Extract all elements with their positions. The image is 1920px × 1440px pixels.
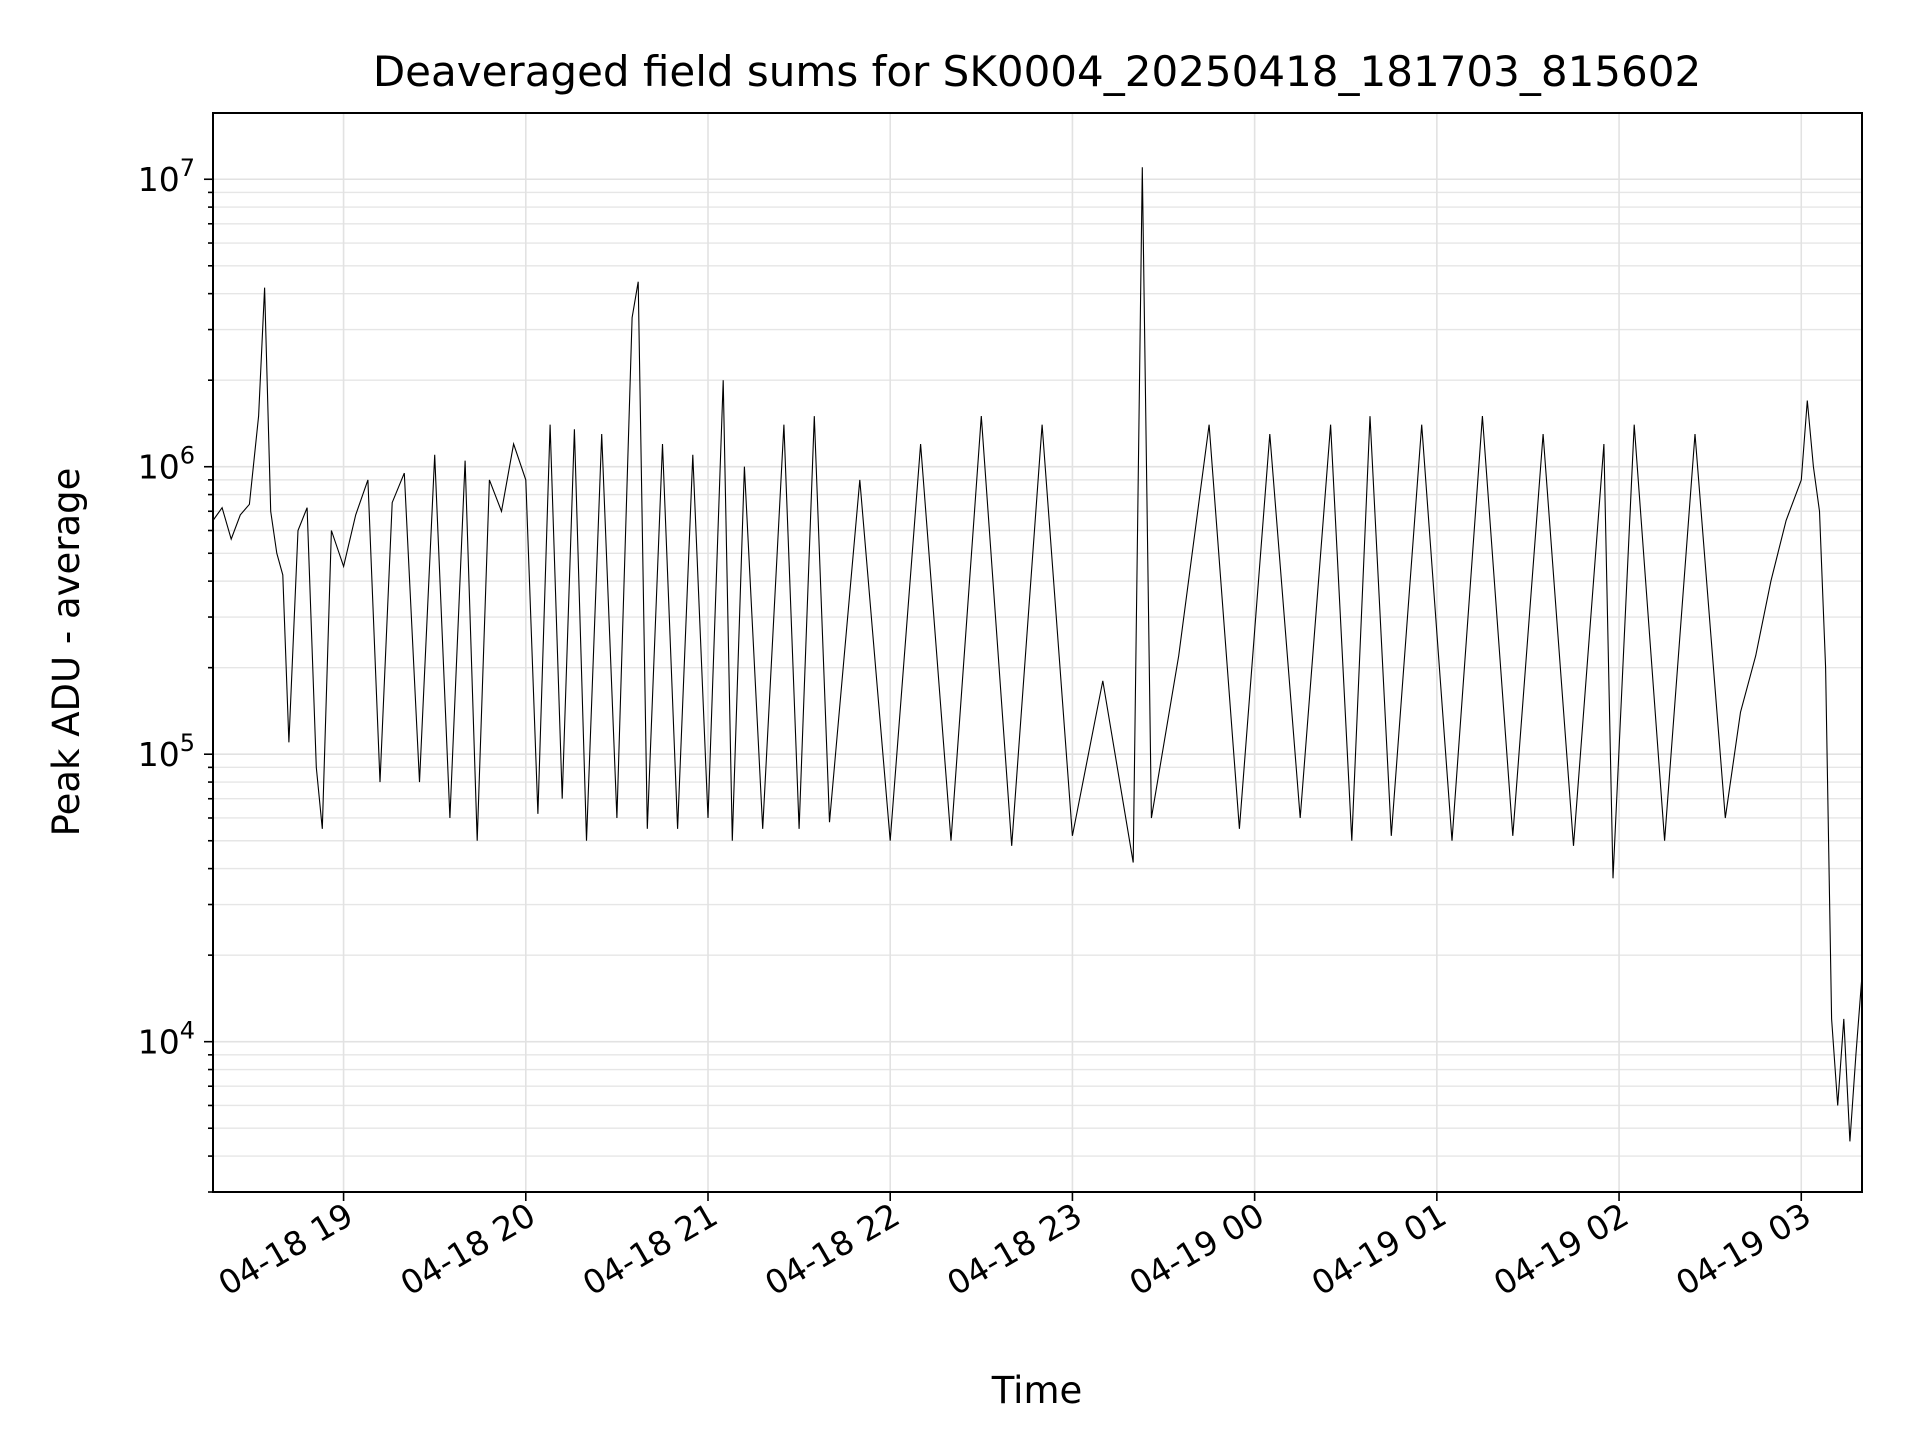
x-axis-label: Time [991, 1369, 1083, 1412]
y-tick-base: 10 [138, 448, 180, 487]
y-tick-exponent: 5 [180, 729, 195, 757]
y-tick-label: 106 [138, 442, 195, 487]
grid [213, 113, 1862, 1193]
y-tick-base: 10 [138, 1023, 180, 1062]
y-tick-exponent: 4 [180, 1017, 195, 1045]
y-tick-label: 105 [138, 729, 195, 774]
y-tick-exponent: 7 [180, 154, 195, 182]
y-tick-label: 104 [138, 1017, 195, 1062]
x-tick-label: 04-19 03 [1669, 1195, 1817, 1303]
x-tick-label: 04-19 01 [1305, 1195, 1453, 1303]
x-tick-label: 04-19 00 [1123, 1195, 1271, 1303]
y-tick-label: 107 [138, 154, 195, 199]
x-tick-label: 04-18 20 [394, 1195, 542, 1303]
x-tick-label: 04-18 22 [758, 1195, 906, 1303]
y-tick-exponent: 6 [180, 442, 195, 470]
plot-frame [212, 112, 1863, 1193]
y-tick-base: 10 [138, 160, 180, 199]
chart-title: Deaveraged field sums for SK0004_2025041… [373, 47, 1701, 96]
y-axis-label: Peak ADU - average [45, 468, 88, 837]
x-tick-label: 04-18 23 [940, 1195, 1088, 1303]
series-line [212, 167, 1863, 1142]
x-tick-label: 04-18 21 [576, 1195, 724, 1303]
x-tick-label: 04-18 19 [212, 1195, 360, 1303]
y-tick-base: 10 [138, 735, 180, 774]
series-layer [212, 167, 1863, 1142]
x-tick-label: 04-19 02 [1487, 1195, 1635, 1303]
